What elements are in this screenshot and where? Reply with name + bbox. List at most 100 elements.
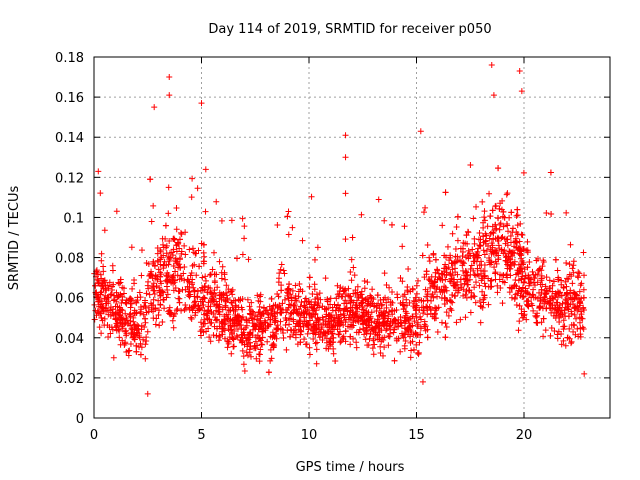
data-point: [260, 325, 267, 332]
data-point: [570, 328, 577, 335]
data-point: [292, 334, 299, 341]
data-point: [111, 292, 118, 299]
data-point: [188, 304, 195, 311]
data-point: [554, 299, 561, 306]
data-point: [403, 296, 410, 303]
data-point: [476, 242, 483, 249]
data-point: [100, 268, 107, 275]
data-point: [405, 316, 412, 323]
data-point: [375, 196, 382, 203]
data-point: [536, 304, 543, 311]
data-point: [122, 310, 129, 317]
data-point: [198, 323, 205, 330]
data-point: [138, 306, 145, 313]
data-point: [197, 328, 204, 335]
chart-title: Day 114 of 2019, SRMTID for receiver p05…: [208, 22, 491, 37]
data-point: [260, 311, 267, 318]
data-point: [539, 281, 546, 288]
data-point: [382, 310, 389, 317]
data-point: [516, 302, 523, 309]
data-point: [562, 342, 569, 349]
data-point: [495, 256, 502, 263]
data-point: [157, 292, 164, 299]
data-point: [381, 217, 388, 224]
data-point: [270, 333, 277, 340]
data-point: [109, 306, 116, 313]
data-point: [426, 277, 433, 284]
data-point: [123, 327, 130, 334]
data-point: [576, 299, 583, 306]
data-point: [129, 326, 136, 333]
data-point: [543, 305, 550, 312]
data-point: [467, 309, 474, 316]
data-point: [424, 242, 431, 249]
data-point: [99, 277, 106, 284]
data-point: [447, 298, 454, 305]
data-point: [448, 275, 455, 282]
data-point: [449, 266, 456, 273]
data-point: [188, 316, 195, 323]
data-point: [546, 299, 553, 306]
data-point: [504, 190, 511, 197]
data-point: [574, 303, 581, 310]
data-point: [447, 271, 454, 278]
data-point: [153, 315, 160, 322]
data-point: [170, 246, 177, 253]
data-point: [580, 294, 587, 301]
axis-ticks: 0 0.02 0.04 0.06 0.08 0.1 0.12 0.14 0.16 0.18 0 5 10…: [55, 51, 610, 443]
data-point: [371, 341, 378, 348]
data-point: [443, 287, 450, 294]
data-point: [325, 315, 332, 322]
data-point: [313, 291, 320, 298]
data-point: [97, 190, 104, 197]
data-point: [144, 328, 151, 335]
data-point: [522, 272, 529, 279]
data-point: [246, 329, 253, 336]
data-point: [148, 306, 155, 313]
data-point: [413, 306, 420, 313]
data-point: [197, 319, 204, 326]
data-point: [480, 299, 487, 306]
data-point: [514, 231, 521, 238]
data-point: [478, 303, 485, 310]
data-point: [214, 325, 221, 332]
data-point: [461, 280, 468, 287]
data-point: [176, 299, 183, 306]
data-point: [155, 266, 162, 273]
data-point: [132, 310, 139, 317]
data-point: [481, 251, 488, 258]
data-point: [160, 244, 167, 251]
data-point: [221, 316, 228, 323]
data-point: [566, 325, 573, 332]
data-point: [523, 316, 530, 323]
data-point: [122, 319, 129, 326]
data-point: [201, 283, 208, 290]
data-point: [143, 309, 150, 316]
data-point: [571, 295, 578, 302]
data-point: [241, 235, 248, 242]
data-point: [280, 330, 287, 337]
data-point: [511, 250, 518, 257]
data-point: [146, 291, 153, 298]
data-point: [472, 279, 479, 286]
data-point: [559, 300, 566, 307]
y-tick-label: 0.18: [55, 51, 84, 66]
data-point: [481, 272, 488, 279]
data-point: [553, 309, 560, 316]
data-point: [302, 295, 309, 302]
data-point: [286, 301, 293, 308]
data-point: [578, 308, 585, 315]
data-point: [136, 289, 143, 296]
data-point: [151, 287, 158, 294]
data-point: [281, 270, 288, 277]
data-point: [501, 247, 508, 254]
data-point: [247, 343, 254, 350]
data-point: [153, 282, 160, 289]
data-point: [347, 333, 354, 340]
data-point: [225, 286, 232, 293]
data-point: [427, 310, 434, 317]
data-point: [116, 327, 123, 334]
data-point: [452, 246, 459, 253]
data-point: [150, 283, 157, 290]
data-point: [256, 303, 263, 310]
